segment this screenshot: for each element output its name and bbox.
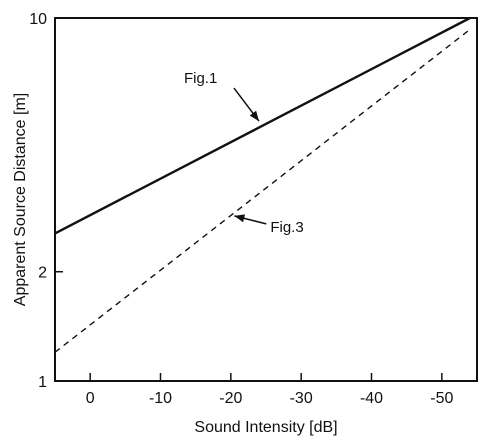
x-tick-label: 0	[86, 390, 95, 407]
annotation-arrow-head	[234, 214, 246, 223]
x-axis-label: Sound Intensity [dB]	[194, 419, 337, 436]
x-tick-label: -40	[360, 390, 383, 407]
series-line-1	[54, 16, 471, 235]
annotation-label: Fig.1	[184, 70, 217, 87]
x-tick-label: -50	[430, 390, 453, 407]
y-tick-label: 2	[38, 265, 47, 282]
y-tick-label: 10	[29, 11, 47, 28]
y-tick-label: 1	[38, 374, 47, 391]
annotation-arrow-head	[249, 110, 259, 122]
axis-ticks: 0 -10 -20 -30 -40 -50 1 2 10	[29, 11, 453, 407]
annotations: Fig.1 Fig.3	[184, 70, 304, 236]
series-lines	[54, 16, 471, 353]
plot-frame	[54, 17, 478, 382]
x-tick-label: -10	[149, 390, 172, 407]
x-tick-label: -30	[290, 390, 313, 407]
annotation-label: Fig.3	[270, 219, 303, 236]
y-axis-label: Apparent Source Distance [m]	[12, 93, 29, 306]
series-line-2	[54, 28, 471, 353]
x-tick-label: -20	[219, 390, 242, 407]
